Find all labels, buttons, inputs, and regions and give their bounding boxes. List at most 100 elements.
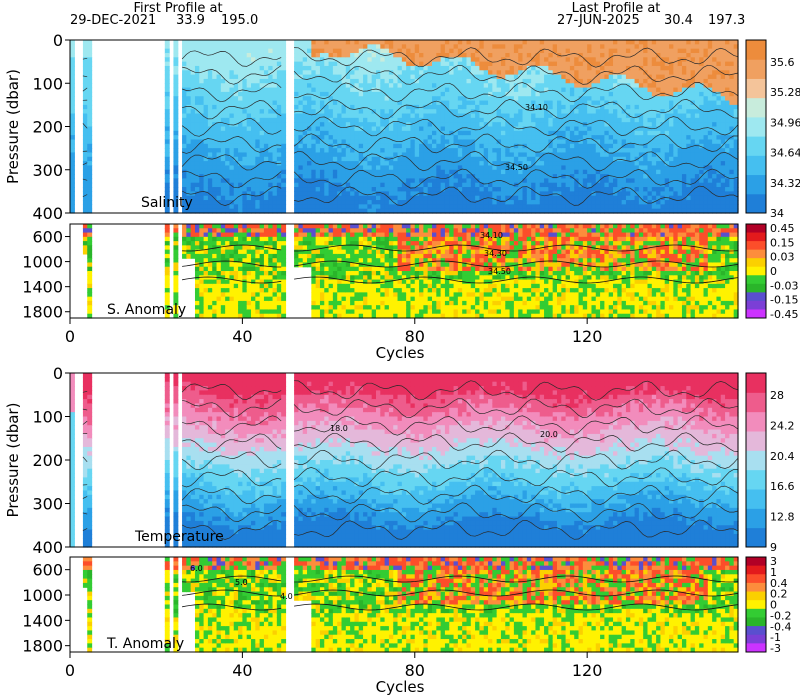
colorbar-swatch xyxy=(746,309,766,319)
x-axis-label: Cycles xyxy=(376,678,425,696)
plot-frame xyxy=(69,223,739,319)
y-tick-label: 0 xyxy=(53,364,63,383)
first-profile-date: 29-DEC-2021 xyxy=(70,13,156,28)
colorbar-label: -0.4 xyxy=(770,620,791,633)
colorbar xyxy=(745,39,767,214)
colorbar-swatch xyxy=(746,283,766,293)
colorbar-swatch xyxy=(746,249,766,259)
colorbar-label: 28 xyxy=(770,389,784,402)
colorbar-label: -0.03 xyxy=(770,279,798,292)
x-tick-label: 120 xyxy=(572,661,603,680)
first-profile-lon: 195.0 xyxy=(221,13,258,28)
y-tick-label: 600 xyxy=(32,561,63,580)
y-tick-label: 1400 xyxy=(22,278,63,297)
temperature-anomaly-panel xyxy=(65,556,767,658)
colorbar-label: -3 xyxy=(770,642,781,655)
contour-line xyxy=(182,244,739,252)
salinity-anomaly-panel xyxy=(65,223,767,324)
colorbar-label: 20.4 xyxy=(770,450,795,463)
contour-line xyxy=(82,150,739,172)
colorbar-swatch xyxy=(746,97,766,118)
colorbar-swatch xyxy=(746,392,766,413)
contour-line xyxy=(82,502,739,523)
colorbar-label: 0.4 xyxy=(770,577,788,590)
contour-label: 34.10 xyxy=(480,231,503,240)
y-tick-label: 1400 xyxy=(22,611,63,630)
panel-label: Salinity xyxy=(141,195,193,211)
y-tick-label: 100 xyxy=(32,74,63,93)
panel-label: Temperature xyxy=(134,529,224,545)
anomaly-colorbar xyxy=(745,556,767,653)
contour-label: 34.30 xyxy=(484,249,507,258)
colorbar-label: 0.15 xyxy=(770,236,795,249)
colorbar-label: -0.45 xyxy=(770,308,798,321)
temperature-contours xyxy=(82,380,739,540)
colorbar-swatch xyxy=(746,241,766,251)
x-tick-label: 80 xyxy=(405,327,425,346)
y-tick-label: 0 xyxy=(53,31,63,50)
colorbar-frame xyxy=(745,223,767,319)
contour-line xyxy=(82,116,739,137)
colorbar-label: 34.64 xyxy=(770,147,800,160)
colorbar-label: -0.2 xyxy=(770,609,791,622)
temperature-cells xyxy=(70,373,739,548)
colorbar-label: -0.15 xyxy=(770,294,798,307)
contour-line xyxy=(82,185,739,206)
y-axis-label: Pressure (dbar) xyxy=(4,69,22,184)
colorbar-swatch xyxy=(746,78,766,99)
colorbar-label: 0 xyxy=(770,265,777,278)
colorbar-swatch xyxy=(746,136,766,156)
colorbar-label: 24.2 xyxy=(770,419,795,432)
colorbar-swatch xyxy=(746,411,766,432)
contour-line xyxy=(82,380,739,401)
contour-label: 34.10 xyxy=(525,103,548,112)
colorbar-label: 16.6 xyxy=(770,480,795,493)
contour-line xyxy=(82,133,739,154)
colorbar-swatch xyxy=(746,373,766,393)
first-profile-lat: 33.9 xyxy=(176,13,205,28)
colorbar-swatch xyxy=(746,508,766,529)
anomaly-contours xyxy=(182,575,739,611)
contour-line xyxy=(82,398,739,418)
x-tick-label: 40 xyxy=(232,661,252,680)
colorbar-swatch xyxy=(746,574,766,584)
y-tick-label: 1800 xyxy=(22,637,63,656)
colorbar-swatch xyxy=(746,431,766,451)
contour-line xyxy=(182,276,739,284)
anomaly-cells xyxy=(82,557,739,653)
contour-label: 6.0 xyxy=(190,564,203,573)
colorbar xyxy=(745,372,767,548)
contour-label: 4.0 xyxy=(280,592,293,601)
y-tick-label: 1800 xyxy=(22,303,63,322)
contour-line xyxy=(82,432,739,453)
colorbar-swatch xyxy=(746,557,766,567)
colorbar-swatch xyxy=(746,600,766,610)
colorbar-frame xyxy=(745,556,767,653)
colorbar-label: -1 xyxy=(770,631,781,644)
colorbar-label: 0.03 xyxy=(770,251,795,264)
colorbar-swatch xyxy=(746,489,766,509)
contour-label: 5.0 xyxy=(235,578,248,587)
contour-line xyxy=(82,98,739,120)
colorbar-swatch xyxy=(746,565,766,575)
colorbar-label: 0.45 xyxy=(770,222,795,235)
colorbar-label: 3 xyxy=(770,555,777,568)
colorbar-swatch xyxy=(746,591,766,601)
colorbar-label: 35.6 xyxy=(770,56,795,69)
last-profile-label: Last Profile at xyxy=(572,1,661,16)
colorbar-swatch xyxy=(746,232,766,242)
anomaly-contours xyxy=(182,244,739,284)
contour-line xyxy=(182,589,739,597)
colorbar-frame xyxy=(745,372,767,548)
colorbar-label: 35.28 xyxy=(770,86,800,99)
x-axis-label: Cycles xyxy=(376,344,425,362)
colorbar-swatch xyxy=(746,582,766,593)
colorbar-swatch xyxy=(746,155,766,176)
colorbar-swatch xyxy=(746,608,766,618)
contour-line xyxy=(82,415,739,436)
contour-line xyxy=(82,484,739,506)
last-profile-date: 27-JUN-2025 xyxy=(557,13,640,28)
colorbar-swatch xyxy=(746,450,766,471)
colorbar-label: 0 xyxy=(770,599,777,612)
contour-label: 34.50 xyxy=(505,163,528,172)
